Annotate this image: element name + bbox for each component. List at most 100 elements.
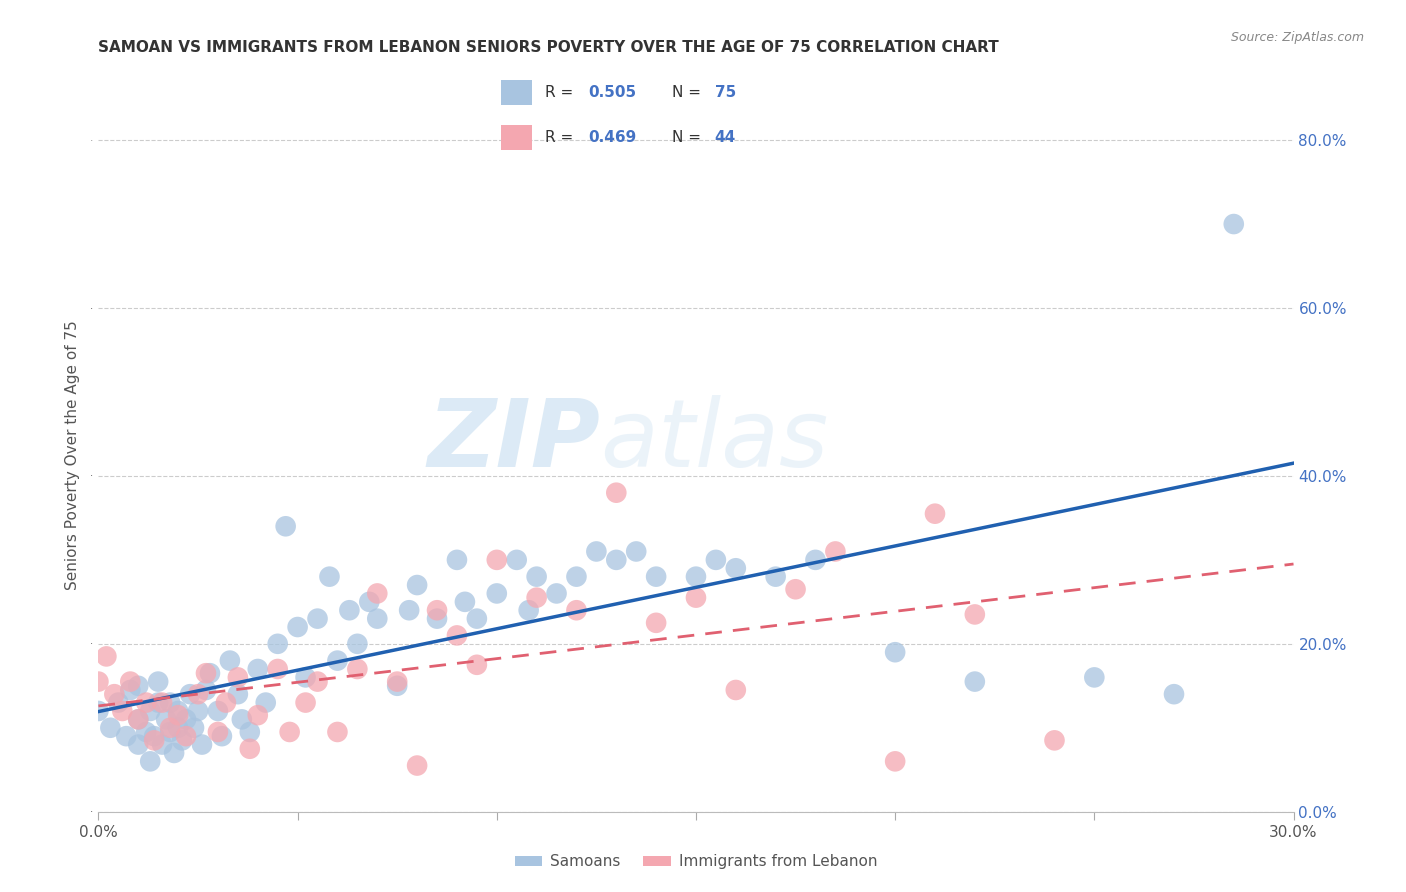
Point <box>645 569 668 583</box>
Text: ZIP: ZIP <box>427 394 600 487</box>
Point <box>426 612 449 626</box>
Point <box>87 674 110 689</box>
Point <box>155 712 177 726</box>
Point <box>605 553 627 567</box>
Y-axis label: Seniors Poverty Over the Age of 75: Seniors Poverty Over the Age of 75 <box>65 320 80 590</box>
Text: atlas: atlas <box>600 395 828 486</box>
Text: 75: 75 <box>714 86 737 100</box>
Point <box>172 733 194 747</box>
Point <box>804 553 827 567</box>
Text: R =: R = <box>544 86 578 100</box>
Point <box>398 603 420 617</box>
Point <box>219 654 242 668</box>
Point <box>207 725 229 739</box>
Point <box>924 507 946 521</box>
Point <box>406 578 429 592</box>
Point <box>215 696 238 710</box>
Point <box>307 612 329 626</box>
Point <box>884 755 907 769</box>
Point <box>385 674 409 689</box>
Point <box>517 603 540 617</box>
Point <box>346 637 368 651</box>
Point <box>366 612 388 626</box>
Point <box>174 712 197 726</box>
Text: SAMOAN VS IMMIGRANTS FROM LEBANON SENIORS POVERTY OVER THE AGE OF 75 CORRELATION: SAMOAN VS IMMIGRANTS FROM LEBANON SENIOR… <box>98 40 1000 55</box>
Point <box>115 729 138 743</box>
Point <box>148 696 170 710</box>
Point <box>100 721 122 735</box>
Point <box>426 603 449 617</box>
Point <box>159 696 181 710</box>
Point <box>307 674 329 689</box>
Point <box>465 612 488 626</box>
Point <box>485 553 508 567</box>
Point <box>565 569 588 583</box>
Point <box>526 591 548 605</box>
Point <box>963 607 986 622</box>
Point <box>139 704 162 718</box>
Point <box>446 628 468 642</box>
Point <box>267 637 290 651</box>
Point <box>963 674 986 689</box>
Point <box>526 569 548 583</box>
Point <box>107 696 129 710</box>
Point <box>1083 670 1105 684</box>
Point <box>546 586 568 600</box>
Point <box>785 582 807 597</box>
Point <box>174 729 197 743</box>
Point <box>294 670 316 684</box>
Point <box>685 569 707 583</box>
Point <box>506 553 529 567</box>
Point <box>187 687 209 701</box>
Point <box>139 755 162 769</box>
Point <box>326 725 349 739</box>
Point <box>87 704 110 718</box>
Point <box>605 485 627 500</box>
Point <box>765 569 787 583</box>
Legend: Samoans, Immigrants from Lebanon: Samoans, Immigrants from Lebanon <box>509 848 883 875</box>
Point <box>274 519 297 533</box>
Point <box>824 544 846 558</box>
Point <box>167 721 190 735</box>
Point <box>704 553 727 567</box>
Point <box>318 569 340 583</box>
Point <box>366 586 388 600</box>
Point <box>485 586 508 600</box>
Point <box>446 553 468 567</box>
Point <box>159 725 181 739</box>
Point <box>239 725 262 739</box>
Point <box>339 603 360 617</box>
Point <box>195 666 218 681</box>
Point <box>198 666 221 681</box>
Text: 0.469: 0.469 <box>588 130 637 145</box>
Point <box>278 725 301 739</box>
Point <box>150 696 173 710</box>
Point <box>207 704 229 718</box>
Point <box>226 687 249 701</box>
Point <box>1222 217 1246 231</box>
Point <box>884 645 907 659</box>
Point <box>226 670 249 684</box>
Point <box>120 683 142 698</box>
Point <box>211 729 233 743</box>
Point <box>96 649 118 664</box>
Point <box>127 679 149 693</box>
Point <box>724 561 747 575</box>
Point <box>163 746 186 760</box>
Text: N =: N = <box>672 130 706 145</box>
Bar <box>502 125 533 150</box>
Text: N =: N = <box>672 86 706 100</box>
Point <box>406 758 429 772</box>
Text: R =: R = <box>544 130 578 145</box>
Point <box>267 662 290 676</box>
Point <box>287 620 309 634</box>
Text: 0.505: 0.505 <box>588 86 636 100</box>
Point <box>1163 687 1185 701</box>
Point <box>143 729 166 743</box>
Point <box>246 662 269 676</box>
Point <box>143 733 166 747</box>
Point <box>645 615 668 630</box>
Point <box>246 708 269 723</box>
Point <box>585 544 607 558</box>
Point <box>346 662 368 676</box>
